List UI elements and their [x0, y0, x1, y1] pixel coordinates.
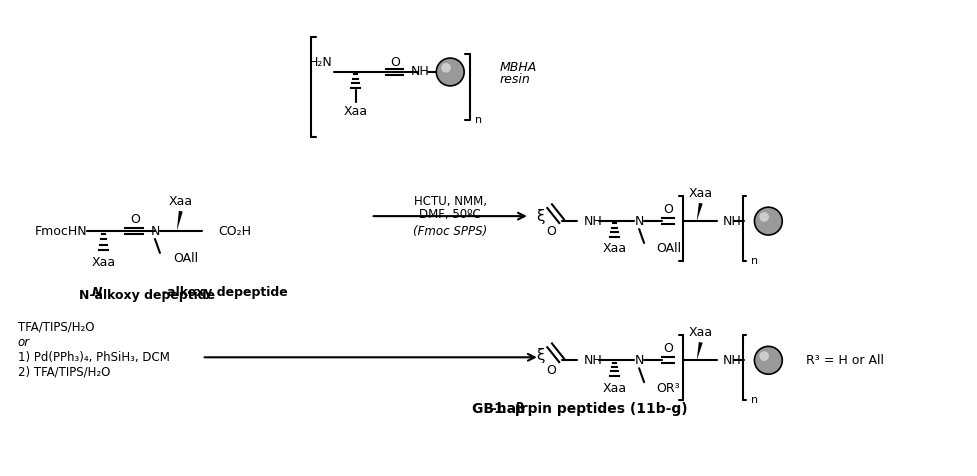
Text: n: n	[475, 115, 483, 125]
Circle shape	[759, 351, 769, 361]
Text: TFA/TIPS/H₂O: TFA/TIPS/H₂O	[18, 321, 94, 334]
Text: O: O	[547, 364, 557, 377]
Text: or: or	[18, 336, 30, 349]
Text: N: N	[634, 354, 644, 367]
Text: N: N	[92, 286, 103, 298]
Text: Xaa: Xaa	[689, 326, 713, 339]
Text: H₂N: H₂N	[309, 56, 333, 69]
Text: -hairpin peptides (11b-g): -hairpin peptides (11b-g)	[491, 402, 688, 416]
Text: O: O	[547, 225, 557, 238]
Text: n: n	[751, 256, 758, 266]
Text: FmocHN: FmocHN	[35, 225, 87, 238]
Text: Xaa: Xaa	[689, 187, 713, 200]
Text: Xaa: Xaa	[91, 257, 115, 269]
Text: resin: resin	[500, 73, 531, 87]
Circle shape	[437, 58, 464, 86]
Text: OAll: OAll	[656, 242, 681, 256]
Polygon shape	[697, 203, 702, 221]
Text: R³ = H or All: R³ = H or All	[806, 354, 884, 367]
Text: n: n	[751, 395, 758, 405]
Circle shape	[754, 207, 783, 235]
Text: Xaa: Xaa	[602, 382, 626, 395]
Text: O: O	[130, 213, 140, 226]
Text: NH: NH	[723, 215, 742, 228]
Text: NH: NH	[723, 354, 742, 367]
Text: NH: NH	[410, 66, 429, 79]
Text: Xaa: Xaa	[344, 105, 368, 118]
Text: NH: NH	[583, 354, 602, 367]
Circle shape	[754, 347, 783, 374]
Text: ξ: ξ	[536, 348, 544, 363]
Text: NH: NH	[583, 215, 602, 228]
Text: HCTU, NMM,: HCTU, NMM,	[413, 195, 487, 208]
Text: Xaa: Xaa	[169, 195, 192, 208]
Circle shape	[759, 212, 769, 222]
Text: N: N	[150, 225, 159, 238]
Text: O: O	[663, 342, 673, 355]
Text: β: β	[515, 402, 525, 416]
Text: N-alkoxy depeptide: N-alkoxy depeptide	[79, 289, 215, 302]
Text: (Fmoc SPPS): (Fmoc SPPS)	[413, 225, 488, 238]
Text: DMF, 50ºC: DMF, 50ºC	[419, 208, 481, 221]
Text: CO₂H: CO₂H	[219, 225, 252, 238]
Text: N: N	[634, 215, 644, 228]
Text: Xaa: Xaa	[602, 242, 626, 256]
Polygon shape	[177, 211, 183, 231]
Circle shape	[442, 63, 451, 73]
Text: 1) Pd(PPh₃)₄, PhSiH₃, DCM: 1) Pd(PPh₃)₄, PhSiH₃, DCM	[18, 351, 170, 364]
Text: -alkoxy depeptide: -alkoxy depeptide	[162, 286, 287, 298]
Text: 2) TFA/TIPS/H₂O: 2) TFA/TIPS/H₂O	[18, 366, 110, 379]
Text: O: O	[663, 203, 673, 216]
Text: OAll: OAll	[173, 252, 198, 266]
Text: OR³: OR³	[656, 382, 680, 395]
Text: GB1: GB1	[472, 402, 508, 416]
Text: ξ: ξ	[536, 208, 544, 224]
Text: O: O	[391, 56, 401, 69]
Text: MBHA: MBHA	[500, 60, 537, 73]
Polygon shape	[697, 342, 702, 360]
